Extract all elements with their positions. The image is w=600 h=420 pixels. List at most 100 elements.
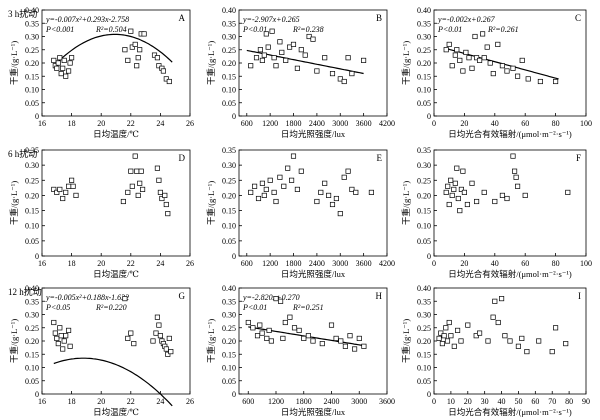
plot-frame xyxy=(433,149,587,257)
data-point xyxy=(253,55,260,61)
x-tick-label: 24 xyxy=(156,119,164,128)
data-point xyxy=(452,52,458,58)
data-point xyxy=(519,335,525,341)
data-point xyxy=(353,189,359,195)
data-point xyxy=(128,28,134,34)
x-tick-label: 80 xyxy=(565,397,573,406)
data-point xyxy=(66,327,72,333)
y-tick-label: 0.15 xyxy=(25,350,39,359)
x-tick-label: 1800 xyxy=(286,259,302,268)
data-point xyxy=(67,60,73,66)
data-point xyxy=(67,343,73,349)
data-point xyxy=(510,65,516,71)
y-tick-label: 0 xyxy=(35,390,39,399)
y-tick-label: 0.05 xyxy=(417,237,431,246)
y-tick-label: 0.40 xyxy=(25,284,39,293)
data-point xyxy=(310,36,316,42)
data-point xyxy=(267,177,273,183)
x-tick-label: 16 xyxy=(38,259,46,268)
data-point xyxy=(474,198,480,205)
data-point xyxy=(368,189,374,195)
data-point xyxy=(337,211,343,217)
y-tick-label: 0.20 xyxy=(222,191,236,200)
data-point xyxy=(55,341,61,347)
fit-equation: y=-0.007x²+0.293x-2.758 xyxy=(45,15,129,24)
data-point xyxy=(69,177,75,183)
x-tick-label: 0 xyxy=(432,119,436,128)
data-point xyxy=(120,198,126,205)
y-tick-label: 0.30 xyxy=(417,311,431,320)
y-tick-label: 0.25 xyxy=(417,324,431,333)
y-tick-label: 0.05 xyxy=(417,377,431,386)
data-point xyxy=(252,183,258,189)
data-point xyxy=(282,319,288,326)
y-tick-label: 0.15 xyxy=(417,350,431,359)
x-axis-label: 日均光合有效辐射/(μmol·m⁻²·s⁻¹) xyxy=(448,269,572,279)
y-tick-label: 0.05 xyxy=(222,99,236,108)
data-point xyxy=(349,71,355,77)
panel-h: 600 1200 1800 2400 3000 3600 0 0.05 0.10 0.15 0.20… xyxy=(206,284,395,417)
panel-d: 16 18 20 22 24 26 0 0.05 0.10 0.15 0.20 0.25 0.30 0.3… xyxy=(8,146,194,279)
data-point xyxy=(277,39,283,45)
data-point xyxy=(63,73,69,79)
x-tick-label: 20 xyxy=(464,397,472,406)
data-point xyxy=(129,44,135,50)
y-tick-label: 0.15 xyxy=(25,72,39,81)
x-tick-label: 3000 xyxy=(351,397,367,406)
x-tick-label: 10 xyxy=(447,397,455,406)
data-point xyxy=(287,314,293,320)
data-point xyxy=(60,346,66,352)
data-point xyxy=(265,44,271,50)
data-point xyxy=(525,76,531,82)
y-tick-label: 0.15 xyxy=(25,207,39,216)
data-point xyxy=(513,174,519,180)
data-point xyxy=(165,351,171,357)
y-tick-label: 0 xyxy=(427,390,431,399)
data-point xyxy=(271,189,277,195)
data-point xyxy=(495,319,501,326)
data-point xyxy=(63,333,69,339)
data-point xyxy=(481,55,487,61)
data-point xyxy=(499,296,505,302)
data-point xyxy=(254,333,261,339)
y-tick-label: 0.20 xyxy=(25,337,39,346)
y-tick-label: 0.30 xyxy=(25,161,39,170)
data-point xyxy=(519,57,525,63)
data-point xyxy=(452,180,458,186)
data-point xyxy=(163,76,169,82)
data-point xyxy=(314,198,320,205)
x-tick-label: 4200 xyxy=(379,119,395,128)
y-tick-label: 0.10 xyxy=(417,364,431,373)
data-point xyxy=(259,330,265,336)
data-point xyxy=(448,333,454,339)
data-point xyxy=(333,335,339,341)
data-point xyxy=(122,47,128,53)
data-point xyxy=(446,319,452,326)
data-point xyxy=(305,333,311,339)
data-point xyxy=(361,343,367,349)
x-tick-label: 1800 xyxy=(286,119,302,128)
data-point xyxy=(449,63,455,69)
panel-letter: B xyxy=(376,13,382,23)
data-point xyxy=(60,195,66,202)
data-point xyxy=(163,201,169,208)
data-point xyxy=(490,314,496,320)
y-tick-label: 0.15 xyxy=(222,350,236,359)
data-point xyxy=(156,177,162,183)
x-tick-label: 3600 xyxy=(356,259,372,268)
y-tick-label: 0.30 xyxy=(25,311,39,320)
y-tick-label: 0 xyxy=(232,252,236,261)
y-tick-label: 0 xyxy=(35,252,39,261)
p-value: P<0.05 xyxy=(45,303,70,312)
data-point xyxy=(347,333,353,339)
fit-equation: y=-2.820x+0.270 xyxy=(242,293,300,302)
x-tick-label: 18 xyxy=(68,119,76,128)
data-point xyxy=(536,338,542,344)
data-point xyxy=(259,57,265,63)
panel-g: 16 18 20 22 24 26 0 0.05 0.10 0.15 0.20 0.25 0.30 0.3… xyxy=(8,284,194,417)
x-tick-label: 40 xyxy=(491,119,499,128)
y-tick-label: 0.25 xyxy=(25,324,39,333)
data-point xyxy=(60,65,66,71)
x-tick-label: 20 xyxy=(460,259,468,268)
data-point xyxy=(326,192,332,198)
